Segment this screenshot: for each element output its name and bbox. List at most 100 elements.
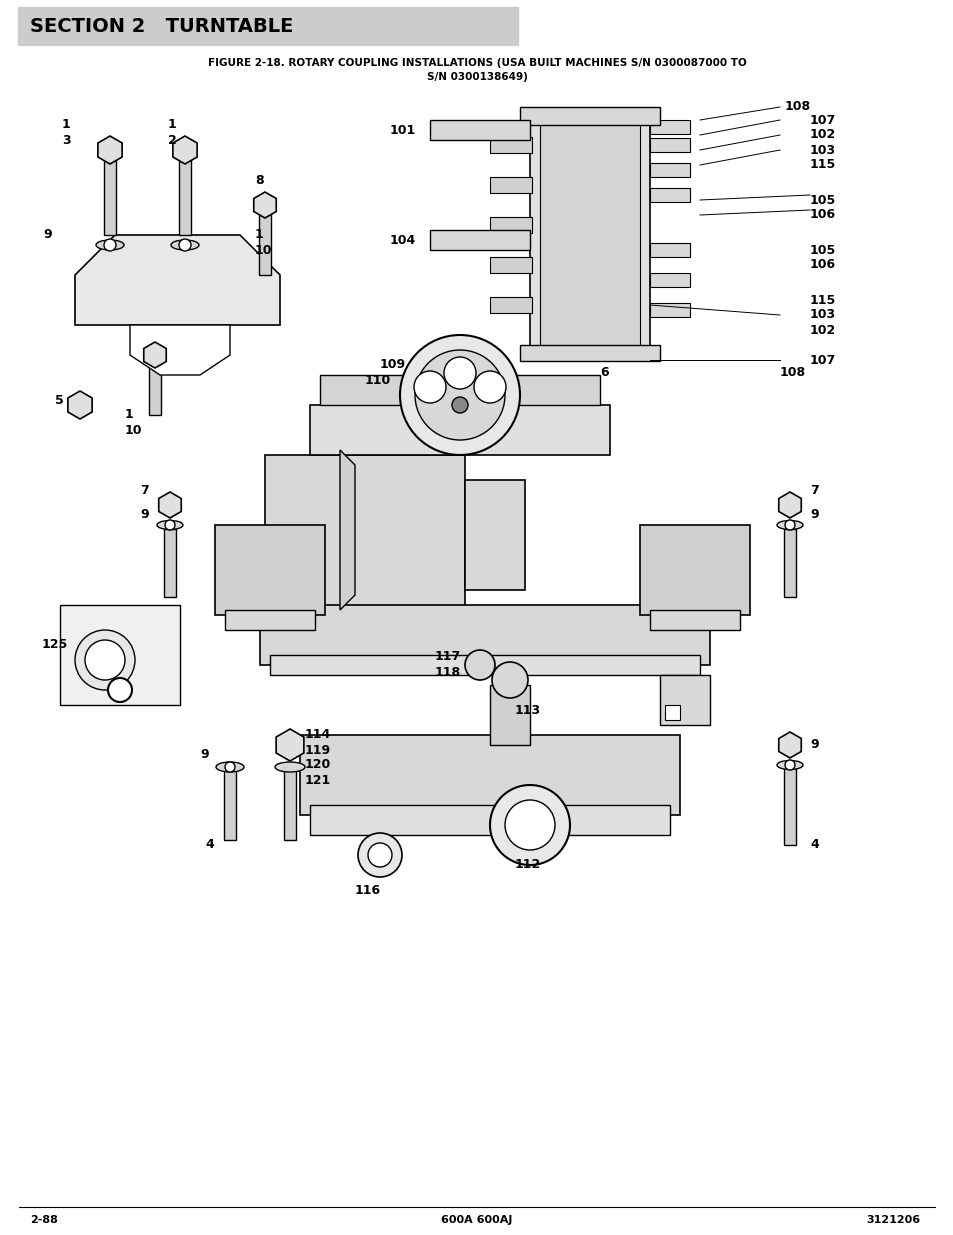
Ellipse shape [215,762,244,772]
Text: 9: 9 [140,509,149,521]
Text: 117: 117 [435,651,460,663]
Bar [310,405,609,454]
Bar [490,217,532,233]
Bar [519,345,659,361]
Text: 105: 105 [809,194,836,206]
Circle shape [225,762,234,772]
Bar [649,163,689,177]
Polygon shape [68,391,92,419]
Bar [490,685,530,745]
Circle shape [104,240,116,251]
Circle shape [504,800,555,850]
Bar [214,525,325,615]
Text: 115: 115 [809,294,836,306]
Text: 9: 9 [809,739,818,752]
Text: 1: 1 [168,119,176,131]
Circle shape [784,520,794,530]
Text: FIGURE 2-18. ROTARY COUPLING INSTALLATIONS (USA BUILT MACHINES S/N 0300087000 TO: FIGURE 2-18. ROTARY COUPLING INSTALLATIO… [208,58,745,68]
Polygon shape [144,342,166,368]
Text: 1: 1 [125,409,133,421]
Text: 108: 108 [784,100,810,114]
Bar [639,525,749,615]
Bar [519,107,659,125]
Bar [225,610,314,630]
Text: 118: 118 [435,666,460,678]
Text: 6: 6 [599,367,608,379]
Ellipse shape [96,240,124,249]
Text: 103: 103 [809,309,835,321]
Polygon shape [158,492,181,517]
Text: 10: 10 [125,424,142,436]
Circle shape [452,396,468,412]
Bar [649,120,689,135]
Circle shape [474,370,505,403]
Polygon shape [778,732,801,758]
Bar [430,120,530,140]
Ellipse shape [776,520,802,530]
Text: 106: 106 [809,209,835,221]
Bar [783,529,795,597]
Bar [224,769,235,840]
Bar [164,529,175,597]
Circle shape [179,240,191,251]
Text: 3121206: 3121206 [865,1215,919,1225]
FancyBboxPatch shape [18,7,517,44]
Ellipse shape [274,762,305,772]
Polygon shape [98,136,122,164]
Bar [310,805,669,835]
Bar [260,605,709,664]
Circle shape [165,520,174,530]
Ellipse shape [157,520,183,530]
Bar [284,769,295,840]
Circle shape [368,844,392,867]
Text: 110: 110 [365,373,391,387]
Bar [319,375,599,405]
Bar [530,115,649,354]
Bar [430,230,530,249]
Circle shape [414,370,446,403]
Bar [783,767,795,845]
Circle shape [85,640,125,680]
Bar [270,655,700,676]
Text: 1: 1 [254,228,263,242]
Bar [649,243,689,257]
Text: 2: 2 [168,133,176,147]
Bar [60,605,180,705]
Text: 600A 600AJ: 600A 600AJ [441,1215,512,1225]
Bar [104,156,116,235]
Text: 109: 109 [379,358,406,372]
Circle shape [490,785,569,864]
Text: 1: 1 [62,119,71,131]
Bar [664,705,679,720]
Text: 105: 105 [809,243,836,257]
Text: 107: 107 [809,353,836,367]
Polygon shape [172,136,197,164]
Text: 2-88: 2-88 [30,1215,58,1225]
Text: 113: 113 [515,704,540,716]
Bar [649,610,740,630]
Text: 4: 4 [809,839,818,851]
Polygon shape [253,191,276,219]
Text: 125: 125 [42,638,69,652]
Ellipse shape [776,761,802,769]
Text: 115: 115 [809,158,836,172]
Text: 108: 108 [780,367,805,379]
Text: 9: 9 [43,228,51,242]
Text: 102: 102 [809,324,836,336]
Text: 106: 106 [809,258,835,272]
Polygon shape [275,729,304,761]
Circle shape [357,832,401,877]
Text: SECTION 2   TURNTABLE: SECTION 2 TURNTABLE [30,16,294,36]
Text: 7: 7 [809,483,818,496]
Circle shape [464,650,495,680]
Bar [179,156,191,235]
Text: 116: 116 [355,883,381,897]
Bar [299,735,679,815]
Text: 119: 119 [305,743,331,757]
Bar [649,273,689,287]
Polygon shape [778,492,801,517]
Text: 9: 9 [200,748,209,762]
Text: 107: 107 [809,114,836,126]
Circle shape [399,335,519,454]
Text: 114: 114 [305,729,331,741]
